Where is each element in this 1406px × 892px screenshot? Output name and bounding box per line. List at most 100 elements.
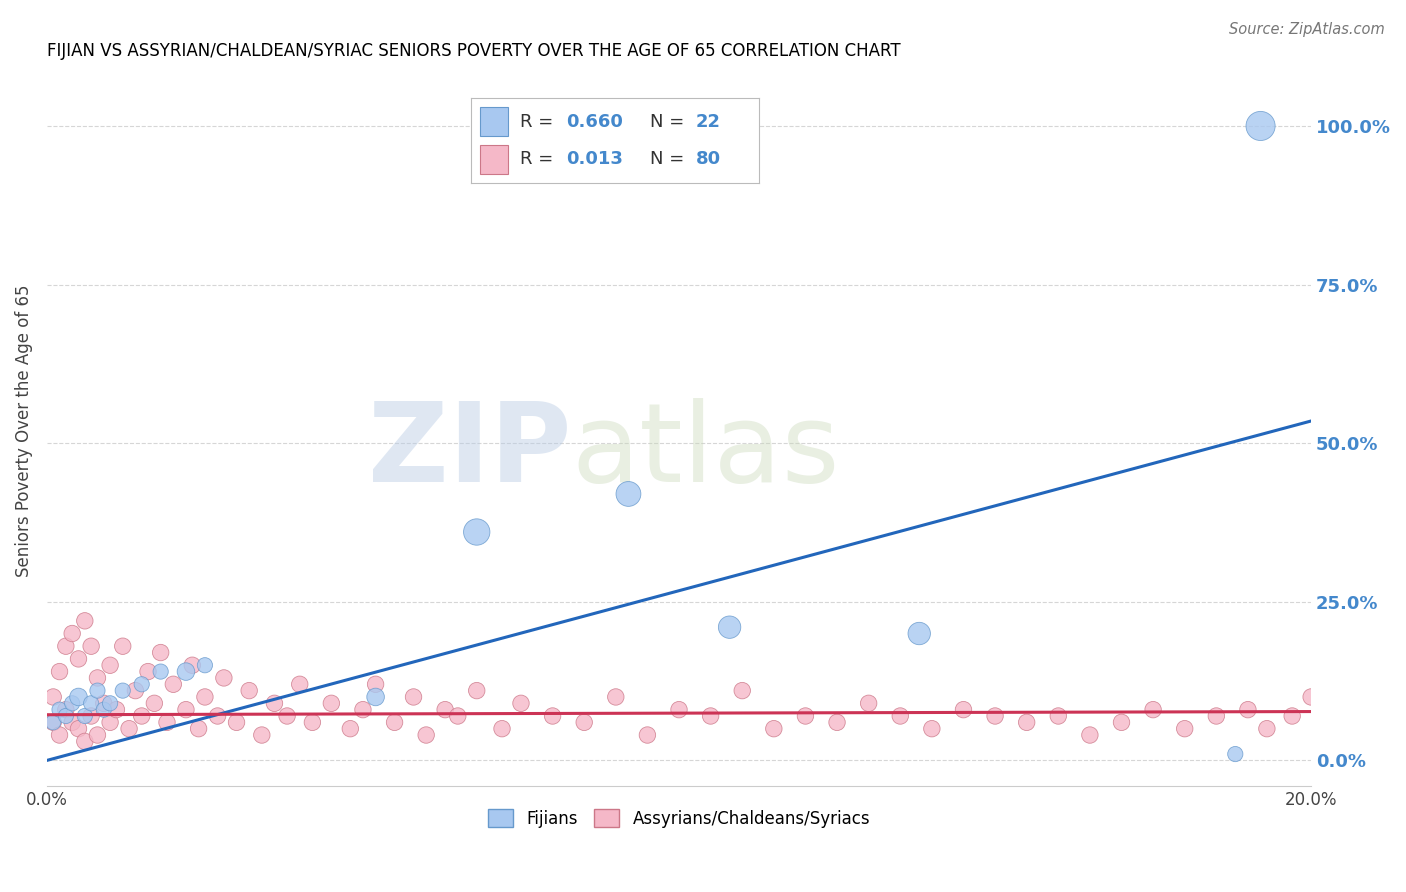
Point: [162, 677, 184, 691]
Point: [118, 722, 141, 736]
Point: [60, 715, 83, 730]
Point: [131, 677, 153, 691]
Point: [465, 524, 488, 539]
Y-axis label: Seniors Poverty Over the Age of 65: Seniors Poverty Over the Age of 65: [15, 285, 32, 577]
Point: [263, 696, 285, 710]
Point: [1256, 722, 1278, 736]
Point: [465, 683, 488, 698]
Text: 80: 80: [696, 150, 721, 168]
Point: [67, 690, 90, 704]
Point: [67, 652, 90, 666]
Point: [86, 683, 108, 698]
Point: [1237, 703, 1260, 717]
Point: [105, 703, 128, 717]
Point: [111, 683, 134, 698]
Point: [73, 614, 96, 628]
Point: [60, 626, 83, 640]
Point: [574, 715, 596, 730]
Point: [1015, 715, 1038, 730]
Point: [187, 722, 209, 736]
Point: [212, 671, 235, 685]
Point: [238, 683, 260, 698]
Text: FIJIAN VS ASSYRIAN/CHALDEAN/SYRIAC SENIORS POVERTY OVER THE AGE OF 65 CORRELATIO: FIJIAN VS ASSYRIAN/CHALDEAN/SYRIAC SENIO…: [46, 42, 900, 60]
Point: [124, 683, 146, 698]
Point: [48, 665, 70, 679]
Point: [718, 620, 741, 634]
Point: [136, 665, 159, 679]
Point: [434, 703, 457, 717]
Point: [402, 690, 425, 704]
Point: [288, 677, 311, 691]
Point: [1111, 715, 1133, 730]
Point: [149, 665, 172, 679]
Point: [80, 709, 103, 723]
Text: 22: 22: [696, 113, 721, 131]
Text: R =: R =: [520, 150, 560, 168]
Point: [48, 703, 70, 717]
Point: [156, 715, 179, 730]
Point: [48, 728, 70, 742]
Point: [921, 722, 943, 736]
Point: [181, 658, 204, 673]
Point: [67, 722, 90, 736]
Point: [174, 665, 197, 679]
Point: [1225, 747, 1247, 761]
Point: [276, 709, 298, 723]
Point: [339, 722, 361, 736]
Point: [80, 639, 103, 653]
Point: [352, 703, 374, 717]
Point: [60, 696, 83, 710]
Point: [143, 696, 166, 710]
Point: [42, 715, 65, 730]
Point: [207, 709, 229, 723]
Point: [541, 709, 564, 723]
Point: [908, 626, 931, 640]
Text: N =: N =: [650, 150, 690, 168]
Point: [1281, 709, 1303, 723]
Point: [55, 639, 77, 653]
Point: [1250, 119, 1272, 133]
Point: [86, 671, 108, 685]
Point: [42, 715, 65, 730]
Point: [636, 728, 658, 742]
Point: [194, 690, 217, 704]
Point: [1205, 709, 1227, 723]
Point: [984, 709, 1007, 723]
Point: [364, 677, 387, 691]
Point: [1174, 722, 1197, 736]
Point: [111, 639, 134, 653]
Point: [149, 646, 172, 660]
Point: [55, 709, 77, 723]
Point: [301, 715, 323, 730]
Point: [1142, 703, 1164, 717]
Point: [384, 715, 406, 730]
Point: [952, 703, 974, 717]
Bar: [479, 145, 509, 175]
Point: [731, 683, 754, 698]
Point: [93, 696, 115, 710]
Point: [794, 709, 817, 723]
Point: [80, 696, 103, 710]
Text: 0.660: 0.660: [567, 113, 623, 131]
Point: [825, 715, 848, 730]
Point: [889, 709, 911, 723]
Point: [98, 658, 121, 673]
Point: [1047, 709, 1070, 723]
Point: [73, 734, 96, 748]
Text: ZIP: ZIP: [368, 399, 572, 505]
Point: [225, 715, 247, 730]
Point: [762, 722, 785, 736]
Point: [617, 487, 640, 501]
Point: [250, 728, 273, 742]
Point: [321, 696, 343, 710]
Point: [605, 690, 627, 704]
Legend: Fijians, Assyrians/Chaldeans/Syriacs: Fijians, Assyrians/Chaldeans/Syriacs: [481, 803, 877, 834]
Point: [194, 658, 217, 673]
Point: [447, 709, 470, 723]
Point: [174, 703, 197, 717]
Point: [131, 709, 153, 723]
Point: [1301, 690, 1323, 704]
Text: 0.013: 0.013: [567, 150, 623, 168]
Point: [1078, 728, 1101, 742]
Point: [55, 703, 77, 717]
